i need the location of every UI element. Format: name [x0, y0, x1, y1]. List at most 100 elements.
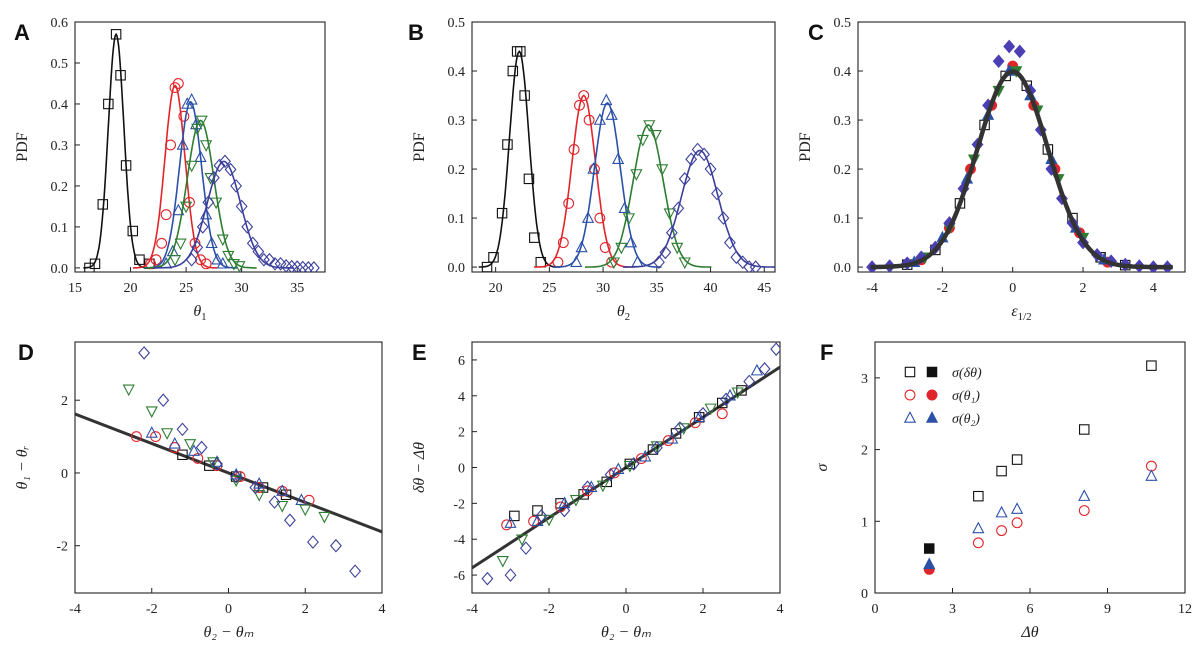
data-point [172, 203, 185, 216]
data-point [677, 423, 690, 435]
data-point [1078, 489, 1091, 501]
series-red [133, 78, 217, 270]
data-point [992, 54, 1005, 69]
data-point [227, 259, 240, 271]
data-point [731, 387, 744, 400]
data-point [504, 568, 517, 582]
series-curve [623, 149, 775, 268]
series-purple [481, 342, 780, 586]
data-point [253, 490, 266, 502]
data-point [673, 421, 686, 435]
data-point [185, 92, 198, 105]
plot-frame [874, 341, 1186, 594]
data-point [1079, 424, 1090, 435]
data-point [150, 254, 162, 266]
data-point [627, 457, 640, 471]
plot-frame [471, 21, 776, 273]
panel-A: A 15 20 25 30 35 0.0 0.1 0.2 0.3 0.4 0.5 0.6 θ1 PDF [14, 16, 326, 323]
data-point [656, 164, 669, 176]
data-point [630, 169, 643, 181]
data-point [207, 457, 220, 469]
data-point [693, 410, 706, 423]
y-tick-label: 0 [861, 587, 868, 602]
y-tick-label: 0.6 [51, 16, 69, 31]
legend-marker-filled [925, 411, 939, 423]
data-point [307, 261, 320, 272]
data-point [1003, 39, 1016, 54]
data-point [770, 342, 780, 357]
data-point [635, 453, 647, 464]
series--1- [972, 460, 1157, 549]
y-tick-label: 0.4 [51, 98, 69, 113]
data-point [145, 258, 157, 270]
data-point [730, 250, 743, 265]
data-point [749, 260, 762, 272]
data-point [1011, 454, 1023, 465]
data-point [176, 422, 189, 437]
data-point [205, 236, 218, 249]
x-axis-label: ε1/2 [1011, 303, 1031, 323]
data-point [691, 142, 704, 157]
data-point [662, 435, 674, 447]
y-axis-label: PDF [797, 132, 814, 161]
data-point [84, 262, 95, 272]
data-point [678, 257, 691, 270]
data-point [185, 160, 198, 173]
y-tick-label: 2 [61, 394, 68, 409]
data-point [501, 519, 513, 531]
data-point [528, 515, 540, 527]
data-point [181, 97, 194, 109]
x-tick-label: -4 [466, 602, 478, 617]
data-point [996, 465, 1007, 477]
y-tick-label: 0.0 [448, 261, 466, 276]
data-point [515, 534, 529, 547]
series-curve [143, 100, 238, 269]
data-point [573, 99, 585, 111]
data-point [200, 207, 213, 220]
data-point [973, 490, 984, 502]
data-point [558, 503, 571, 518]
data-point [160, 428, 174, 440]
data-point [507, 65, 519, 77]
data-point [191, 240, 204, 255]
data-point [582, 485, 593, 497]
legend-label: σ(θ₁) [952, 389, 980, 404]
data-point [194, 150, 207, 162]
data-point [178, 110, 190, 122]
data-point [671, 242, 684, 255]
data-point [672, 201, 685, 216]
data-point [659, 245, 672, 260]
y-tick-label: 0 [458, 462, 465, 477]
x-tick-label: 15 [68, 281, 82, 296]
data-point [593, 113, 606, 125]
data-point [558, 496, 571, 509]
data-point [615, 242, 628, 255]
series-blue [143, 92, 238, 269]
plot-frame [74, 341, 383, 594]
x-tick-label: 2 [302, 602, 309, 617]
series-purple [138, 346, 362, 579]
data-point [283, 513, 296, 528]
data-point [585, 480, 598, 492]
series-curve [153, 160, 294, 269]
data-point [698, 147, 711, 162]
data-point [296, 260, 309, 272]
data-point [743, 374, 756, 389]
data-point [665, 225, 678, 240]
data-point [496, 207, 508, 219]
x-axis-label-subscript: 1/2 [1018, 311, 1032, 323]
panel-label: D [18, 340, 34, 365]
data-point [581, 480, 594, 495]
series-green [585, 120, 712, 270]
panel-label: E [412, 340, 427, 365]
data-point [639, 449, 652, 462]
data-point [269, 256, 281, 271]
y-tick-label: 0.3 [834, 114, 852, 129]
data-point [624, 458, 636, 470]
y-tick-label: 2 [458, 426, 465, 441]
data-point [996, 525, 1008, 537]
data-point [276, 484, 289, 496]
fit-line [75, 412, 382, 534]
data-point [263, 252, 276, 267]
